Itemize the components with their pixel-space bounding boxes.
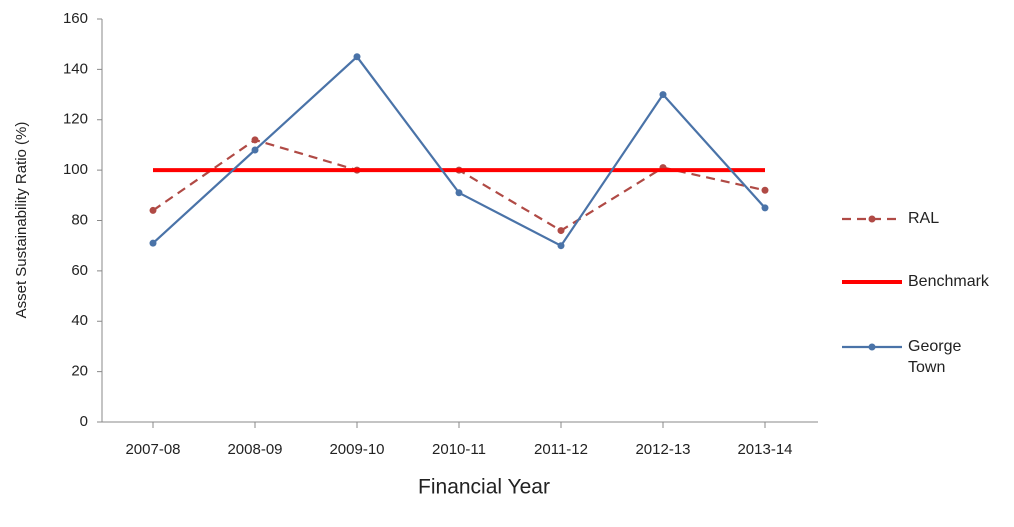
y-tick-label: 140 (63, 60, 88, 77)
point (251, 136, 259, 144)
y-tick-label: 60 (71, 262, 88, 279)
x-tick-label: 2007-08 (125, 441, 180, 458)
point (557, 227, 565, 235)
y-tick-label: 0 (80, 413, 88, 430)
x-tick-label: 2008-09 (227, 441, 282, 458)
y-tick-label: 120 (63, 111, 88, 128)
point (149, 239, 157, 247)
x-tick-label: 2010-11 (432, 441, 486, 458)
x-axis-title: Financial Year (418, 476, 550, 499)
legend-marker (868, 343, 876, 351)
x-tick-label: 2011-12 (534, 441, 588, 458)
y-tick-label: 100 (63, 161, 88, 178)
y-tick-label: 20 (71, 363, 88, 380)
legend-label: Benchmark (908, 273, 989, 290)
series-line (152, 138, 766, 232)
x-tick-label: 2012-13 (635, 441, 690, 458)
point (455, 189, 463, 197)
y-axis-title: Asset Sustainability Ratio (%) (13, 122, 30, 319)
legend-marker (868, 215, 876, 223)
x-tick-label: 2009-10 (329, 441, 384, 458)
point (149, 206, 157, 214)
point (557, 242, 565, 250)
x-tick-label: 2013-14 (737, 441, 792, 458)
point (251, 146, 259, 154)
y-tick-label: 80 (71, 211, 88, 228)
point (659, 91, 667, 99)
y-tick-label: 40 (71, 312, 88, 329)
point (353, 53, 361, 61)
series-line (152, 55, 766, 248)
point (761, 186, 769, 194)
legend-label: RAL (908, 210, 940, 227)
point (761, 204, 769, 212)
legend-label: George Town (908, 338, 962, 376)
y-tick-label: 160 (63, 10, 88, 27)
